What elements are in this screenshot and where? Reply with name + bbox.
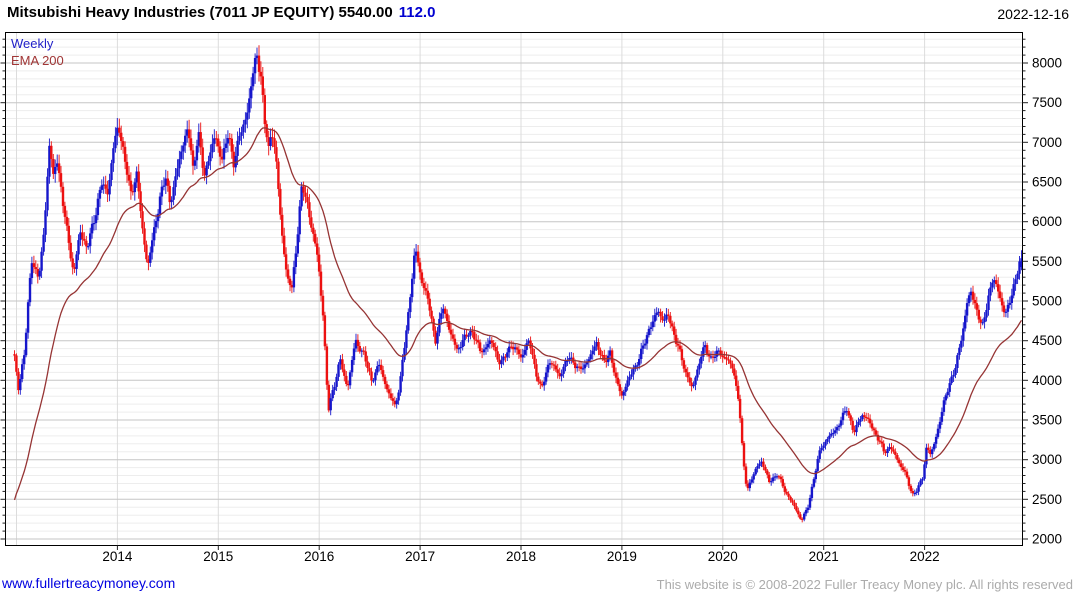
svg-text:3500: 3500: [1032, 413, 1062, 428]
instrument-and-price: Mitsubishi Heavy Industries (7011 JP EQU…: [7, 4, 393, 21]
website-link[interactable]: www.fullertreacymoney.com: [2, 575, 176, 591]
svg-text:7000: 7000: [1032, 135, 1062, 150]
svg-text:2019: 2019: [607, 549, 637, 564]
svg-text:4000: 4000: [1032, 373, 1062, 388]
svg-text:6500: 6500: [1032, 175, 1062, 190]
chart-date: 2022-12-16: [997, 6, 1069, 22]
svg-text:2014: 2014: [102, 549, 133, 564]
svg-text:2021: 2021: [809, 549, 839, 564]
svg-text:5000: 5000: [1032, 294, 1062, 309]
svg-text:2020: 2020: [708, 549, 738, 564]
price-change-value: 112.0: [398, 4, 436, 21]
chart-legend: Weekly EMA 200: [11, 35, 64, 69]
svg-text:3000: 3000: [1032, 452, 1062, 467]
svg-text:7500: 7500: [1032, 95, 1062, 110]
svg-text:4500: 4500: [1032, 333, 1062, 348]
svg-text:2000: 2000: [1032, 532, 1062, 547]
svg-text:2017: 2017: [405, 549, 435, 564]
svg-text:8000: 8000: [1032, 56, 1062, 71]
svg-text:5500: 5500: [1032, 254, 1062, 269]
legend-ema-label: EMA 200: [11, 53, 64, 68]
svg-text:2018: 2018: [506, 549, 536, 564]
legend-weekly-label: Weekly: [11, 36, 54, 51]
svg-text:2022: 2022: [910, 549, 940, 564]
chart-title: Mitsubishi Heavy Industries (7011 JP EQU…: [7, 4, 435, 21]
svg-text:2500: 2500: [1032, 492, 1062, 507]
svg-text:2015: 2015: [203, 549, 233, 564]
svg-text:6000: 6000: [1032, 214, 1062, 229]
svg-text:2016: 2016: [304, 549, 334, 564]
copyright-notice: This website is © 2008-2022 Fuller Treac…: [656, 577, 1073, 592]
